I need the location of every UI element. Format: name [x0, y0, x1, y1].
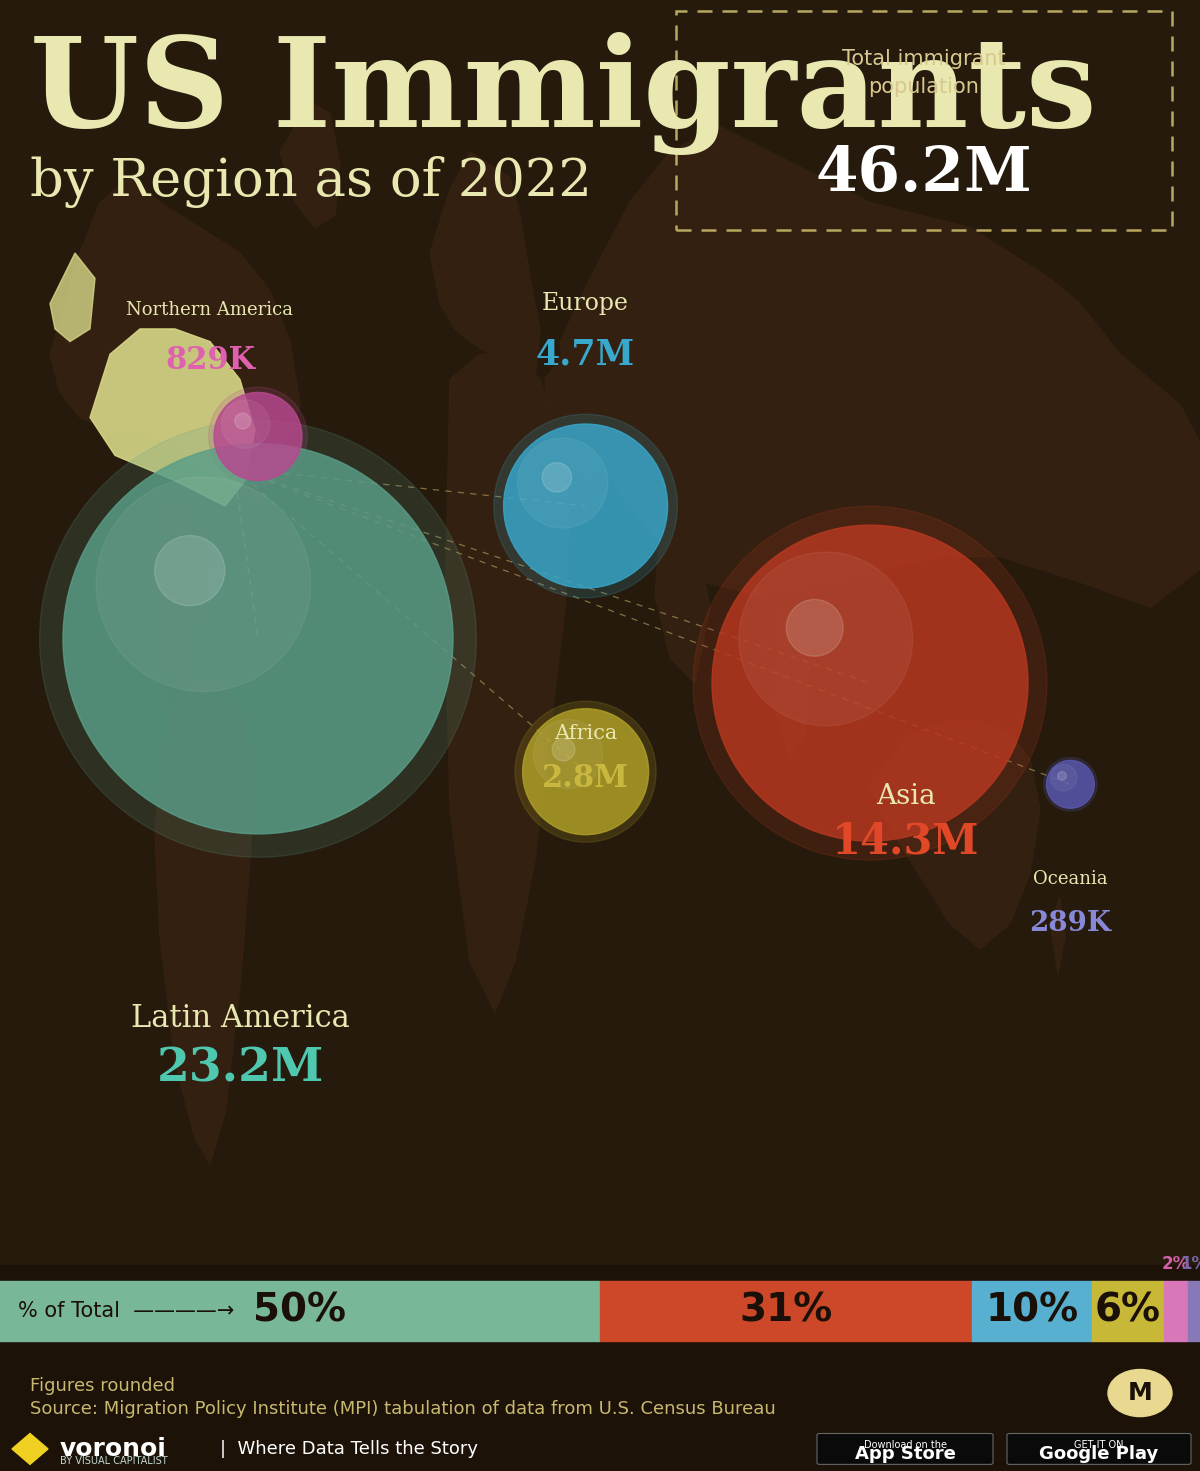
Text: 4.7M: 4.7M [536, 337, 635, 371]
Circle shape [1057, 772, 1067, 780]
Text: 2.8M: 2.8M [542, 762, 629, 793]
Text: Total immigrant
population: Total immigrant population [842, 49, 1006, 97]
Circle shape [517, 438, 607, 528]
Circle shape [712, 525, 1028, 841]
Polygon shape [155, 683, 256, 1164]
Text: US Immigrants: US Immigrants [30, 32, 1097, 154]
Polygon shape [655, 519, 710, 683]
Polygon shape [280, 101, 340, 228]
Bar [600, 1281, 972, 1340]
Circle shape [40, 421, 476, 858]
Text: Northern America: Northern America [126, 302, 294, 319]
Text: App Store: App Store [854, 1445, 955, 1464]
Circle shape [209, 387, 307, 485]
Text: Google Play: Google Play [1039, 1445, 1159, 1464]
Circle shape [1044, 758, 1097, 811]
Text: 14.3M: 14.3M [833, 821, 979, 862]
Circle shape [552, 738, 575, 761]
Bar [0, 1281, 600, 1340]
Text: 829K: 829K [164, 346, 256, 377]
Polygon shape [1050, 899, 1066, 974]
Polygon shape [545, 341, 625, 481]
Text: Oceania: Oceania [1033, 871, 1108, 888]
Polygon shape [560, 127, 1200, 608]
Circle shape [522, 709, 649, 834]
Text: 1%: 1% [1180, 1255, 1200, 1272]
Circle shape [533, 719, 602, 788]
Text: 6%: 6% [1096, 1292, 1162, 1330]
Text: Source: Migration Policy Institute (MPI) tabulation of data from U.S. Census Bur: Source: Migration Policy Institute (MPI)… [30, 1400, 775, 1418]
Text: Asia: Asia [876, 784, 936, 811]
Circle shape [739, 552, 913, 725]
Text: voronoi: voronoi [60, 1437, 167, 1461]
Circle shape [493, 415, 678, 597]
Text: 2%: 2% [1162, 1255, 1190, 1272]
Polygon shape [775, 608, 810, 759]
Circle shape [155, 535, 224, 606]
Circle shape [64, 444, 454, 834]
Text: Download on the: Download on the [864, 1440, 947, 1450]
Text: 50%: 50% [253, 1292, 347, 1330]
Polygon shape [90, 330, 256, 506]
Bar [1164, 1281, 1188, 1340]
Bar [1092, 1281, 1164, 1340]
Circle shape [1046, 761, 1094, 809]
Text: GET IT ON: GET IT ON [1074, 1440, 1123, 1450]
Circle shape [504, 424, 667, 588]
Circle shape [214, 393, 302, 481]
Circle shape [222, 400, 270, 449]
Circle shape [1050, 765, 1076, 791]
Text: Africa: Africa [554, 724, 617, 743]
Text: by Region as of 2022: by Region as of 2022 [30, 156, 592, 207]
Text: 23.2M: 23.2M [156, 1046, 324, 1091]
Text: Latin America: Latin America [131, 1003, 349, 1034]
Text: % of Total  ————→: % of Total ————→ [18, 1300, 234, 1321]
Polygon shape [50, 253, 95, 341]
Text: 31%: 31% [739, 1292, 833, 1330]
Polygon shape [50, 177, 300, 506]
Text: |  Where Data Tells the Story: | Where Data Tells the Story [220, 1440, 478, 1458]
Circle shape [694, 506, 1046, 861]
Text: M: M [1128, 1381, 1152, 1405]
Circle shape [1108, 1370, 1172, 1417]
Text: 289K: 289K [1030, 911, 1111, 937]
Polygon shape [430, 152, 540, 405]
Circle shape [515, 702, 656, 843]
Circle shape [96, 477, 311, 691]
Text: 10%: 10% [985, 1292, 1079, 1330]
Polygon shape [12, 1433, 48, 1465]
Text: Europe: Europe [542, 293, 629, 315]
Circle shape [542, 462, 571, 493]
Text: BY VISUAL CAPITALIST: BY VISUAL CAPITALIST [60, 1456, 168, 1467]
Bar [1188, 1281, 1200, 1340]
Text: Figures rounded: Figures rounded [30, 1377, 175, 1395]
FancyBboxPatch shape [817, 1433, 994, 1465]
Polygon shape [870, 721, 1040, 949]
Polygon shape [445, 355, 570, 1012]
Text: 46.2M: 46.2M [816, 144, 1032, 204]
FancyBboxPatch shape [1007, 1433, 1190, 1465]
Circle shape [235, 413, 251, 430]
Circle shape [786, 599, 844, 656]
Bar [972, 1281, 1092, 1340]
Polygon shape [148, 493, 210, 709]
